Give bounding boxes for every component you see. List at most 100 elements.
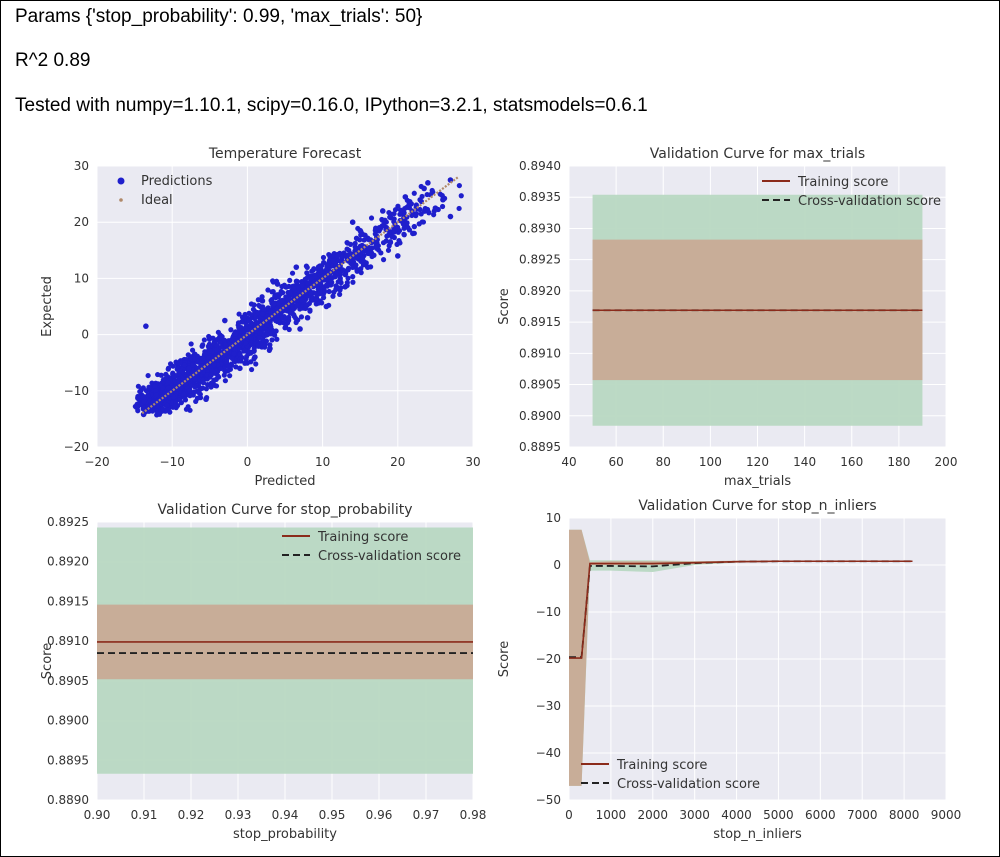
prediction-point (342, 284, 348, 290)
y-tick-label: −10 (536, 605, 561, 619)
prediction-point (269, 337, 275, 343)
y-tick-label: −30 (536, 699, 561, 713)
legend-marker-predictions (117, 177, 125, 185)
prediction-point (141, 394, 147, 400)
x-tick-label: 6000 (805, 808, 836, 822)
y-tick-label: 20 (74, 215, 89, 229)
prediction-point (183, 381, 189, 387)
prediction-point (159, 385, 166, 391)
prediction-point (223, 359, 230, 366)
prediction-point (191, 389, 197, 395)
y-tick-label: 0 (553, 558, 561, 572)
prediction-point (172, 403, 178, 409)
prediction-point (220, 354, 226, 360)
prediction-point (430, 189, 436, 195)
legend-label-ideal: Ideal (141, 193, 173, 208)
legend-label-cv: Cross-validation score (318, 549, 461, 564)
prediction-point (229, 337, 236, 344)
y-tick-label: 0.8895 (47, 753, 89, 767)
prediction-point (174, 379, 180, 386)
prediction-point (344, 279, 350, 286)
y-tick-label: 0.8905 (47, 674, 89, 688)
prediction-point (424, 206, 431, 213)
prediction-point (344, 252, 350, 258)
prediction-point (337, 258, 343, 264)
prediction-point (135, 404, 141, 410)
prediction-point (373, 225, 379, 231)
prediction-point (311, 279, 317, 285)
prediction-point (274, 281, 281, 287)
prediction-point (413, 213, 419, 219)
prediction-point (199, 343, 205, 349)
y-axis-label: Score (497, 641, 512, 677)
prediction-point (313, 290, 319, 297)
x-axis-label: stop_probability (233, 827, 337, 842)
y-tick-label: −40 (536, 746, 561, 760)
prediction-point (225, 354, 231, 360)
prediction-point (192, 376, 198, 382)
prediction-point (324, 262, 330, 268)
prediction-point (330, 252, 337, 258)
prediction-point (405, 225, 411, 231)
prediction-point (355, 254, 361, 261)
prediction-point (251, 302, 257, 308)
prediction-point (250, 306, 257, 313)
x-tick-label: 100 (699, 455, 722, 469)
prediction-point (200, 355, 206, 361)
prediction-point (387, 214, 393, 220)
prediction-point (439, 192, 445, 199)
prediction-point (143, 323, 149, 329)
prediction-point (293, 264, 300, 270)
prediction-point (191, 351, 198, 358)
prediction-point (243, 340, 249, 346)
x-tick-label: 9000 (931, 808, 962, 822)
x-tick-label: 140 (793, 455, 816, 469)
prediction-point (150, 399, 157, 405)
prediction-point (432, 205, 439, 211)
x-tick-label: 0 (244, 455, 252, 469)
r2-text: R^2 0.89 (15, 50, 91, 71)
chart-title: Temperature Forecast (208, 146, 362, 162)
prediction-point (354, 266, 360, 273)
y-tick-label: 0.8910 (519, 346, 561, 360)
x-tick-label: 0 (565, 808, 573, 822)
prediction-point (350, 274, 356, 280)
tested-text: Tested with numpy=1.10.1, scipy=0.16.0, … (15, 95, 648, 116)
prediction-point (255, 309, 261, 316)
prediction-point (253, 319, 260, 325)
chart-title: Validation Curve for stop_probability (158, 502, 413, 518)
prediction-point (222, 378, 228, 384)
prediction-point (304, 314, 311, 321)
x-tick-label: 0.92 (178, 808, 205, 822)
prediction-point (213, 376, 219, 382)
prediction-point (239, 325, 245, 332)
prediction-point (181, 391, 187, 397)
prediction-point (196, 389, 202, 396)
prediction-point (207, 348, 213, 354)
prediction-point (233, 364, 239, 370)
y-tick-label: 0.8940 (519, 159, 561, 173)
prediction-point (171, 373, 177, 379)
prediction-point (447, 213, 454, 220)
prediction-point (338, 280, 344, 286)
prediction-point (294, 278, 300, 285)
prediction-point (344, 246, 350, 252)
prediction-point (425, 180, 431, 186)
prediction-point (287, 277, 293, 283)
x-tick-label: 0.94 (272, 808, 299, 822)
x-tick-label: 0.93 (225, 808, 252, 822)
prediction-point (293, 319, 299, 326)
prediction-point (237, 351, 243, 357)
prediction-point (364, 264, 371, 270)
prediction-point (358, 266, 364, 272)
prediction-point (358, 232, 364, 238)
prediction-point (379, 208, 386, 214)
prediction-point (357, 227, 364, 234)
prediction-point (135, 408, 141, 414)
prediction-point (317, 263, 323, 269)
prediction-point (330, 293, 336, 299)
prediction-point (366, 250, 372, 256)
prediction-point (271, 301, 277, 307)
prediction-point (237, 365, 243, 372)
prediction-point (394, 241, 400, 247)
